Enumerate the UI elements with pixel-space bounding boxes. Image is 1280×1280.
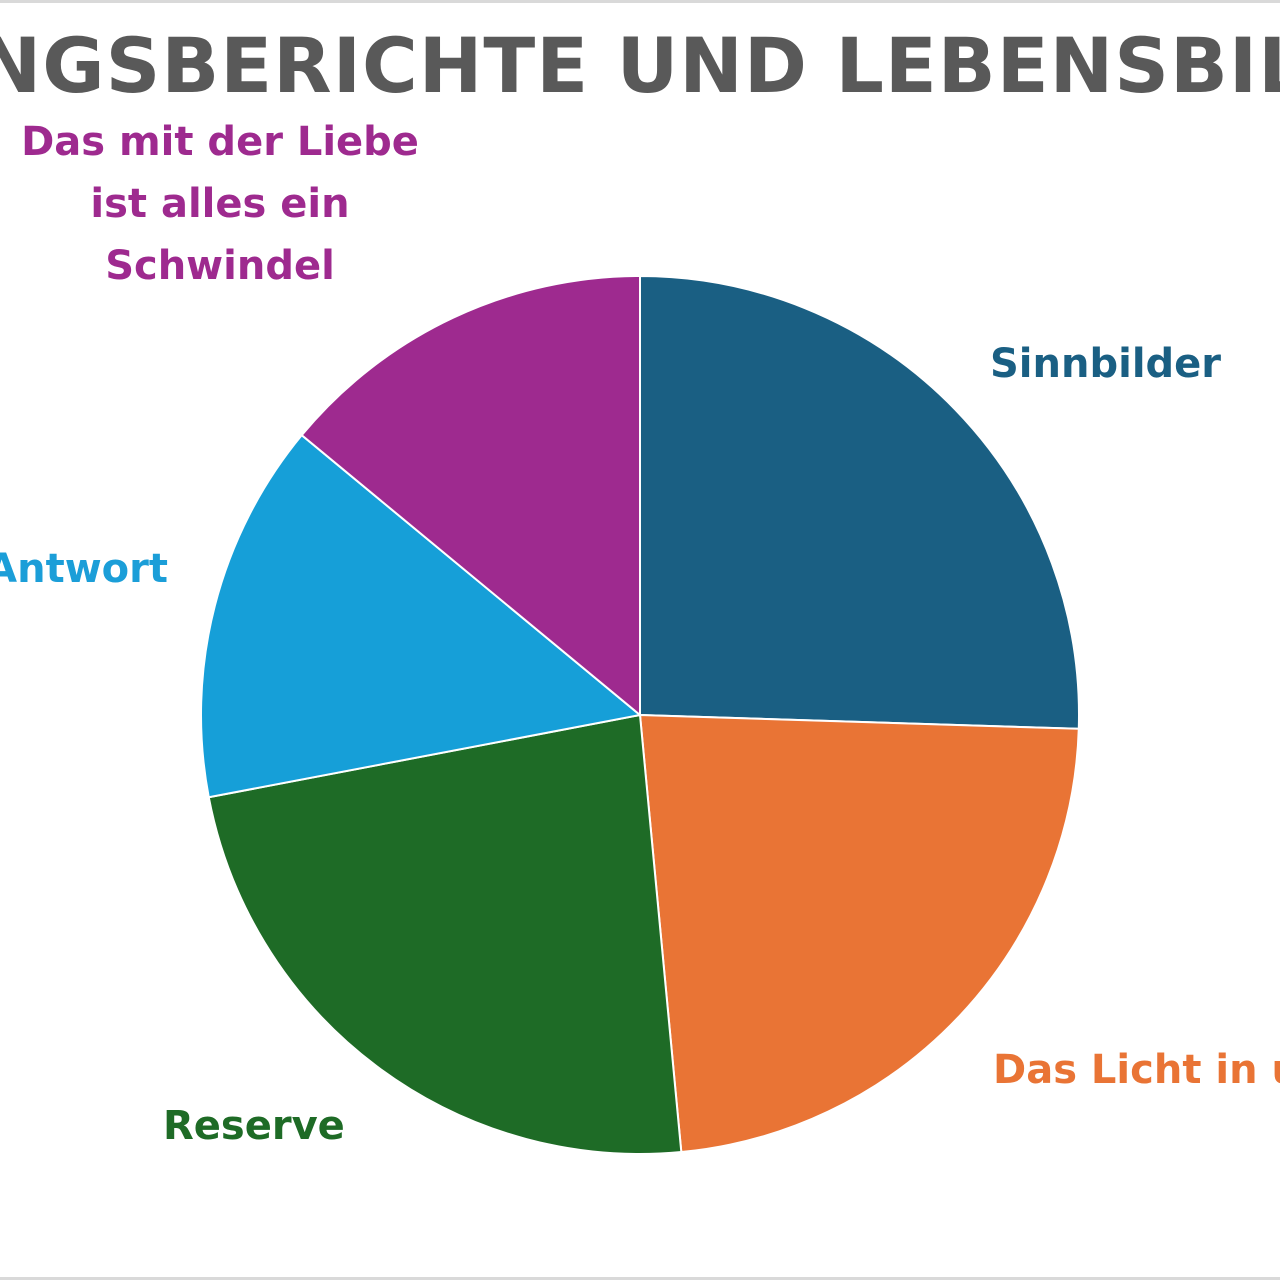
pie-chart [200, 274, 1080, 1155]
slice-label-liebe: Das mit der Liebe ist alles ein Schwinde… [21, 119, 419, 289]
pie-slice-4 [300, 274, 641, 718]
pie-slice-3 [200, 433, 643, 799]
pie-slice-2 [207, 713, 683, 1155]
chart-title: RUNGSBERICHTE UND LEBENSBILDE [0, 21, 1280, 110]
slice-label-reserve: Reserve [163, 1103, 345, 1149]
slice-label-sinnbilder: Sinnbilder [990, 341, 1222, 387]
slice-label-licht: Das Licht in u [993, 1047, 1280, 1093]
pie-slice-0 [639, 274, 1080, 730]
pie-slice-1 [638, 713, 1080, 1154]
slice-label-antwort: eben ist Antwort [0, 546, 168, 592]
